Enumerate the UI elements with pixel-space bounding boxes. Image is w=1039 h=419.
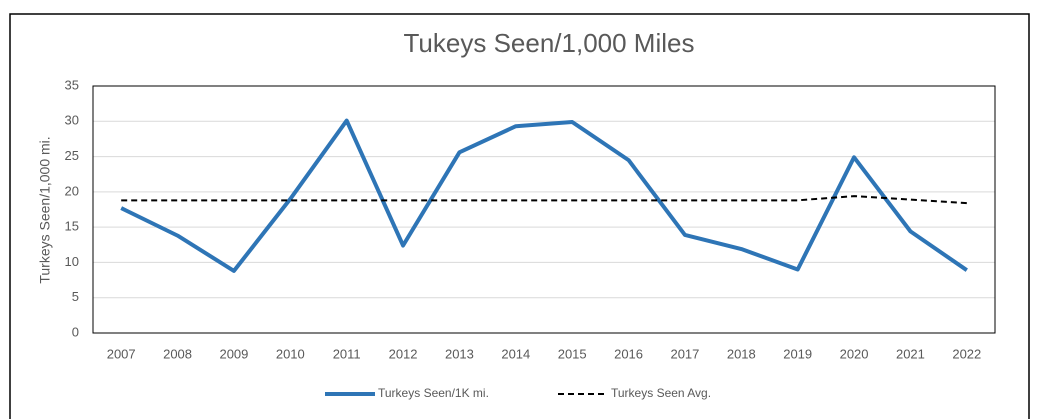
chart-frame <box>9 13 1030 419</box>
y-tick-label: 10 <box>65 254 79 269</box>
series-line <box>120 118 968 273</box>
x-tick-label: 2010 <box>276 346 305 361</box>
x-tick-label: 2020 <box>840 346 869 361</box>
x-tick-label: 2008 <box>163 346 192 361</box>
x-tick-label: 2015 <box>558 346 587 361</box>
legend-label: Turkeys Seen Avg. <box>611 386 711 400</box>
series-line <box>121 195 967 205</box>
plot-frame <box>92 85 996 334</box>
x-tick-label: 2018 <box>727 346 756 361</box>
x-tick-label: 2012 <box>389 346 418 361</box>
x-tick-label: 2016 <box>614 346 643 361</box>
x-tick-label: 2022 <box>952 346 981 361</box>
y-tick-label: 20 <box>65 183 79 198</box>
legend-label: Turkeys Seen/1K mi. <box>378 386 489 400</box>
y-tick-label: 25 <box>65 148 79 163</box>
x-tick-label: 2011 <box>333 346 361 361</box>
x-tick-label: 2009 <box>219 346 248 361</box>
x-tick-label: 2019 <box>783 346 812 361</box>
y-tick-label: 5 <box>72 289 79 304</box>
chart-title: Tukeys Seen/1,000 Miles <box>404 28 695 58</box>
y-tick-label: 0 <box>72 324 79 339</box>
y-axis-label: Turkeys Seen/1,000 mi. <box>37 136 53 283</box>
y-tick-label: 15 <box>65 219 79 234</box>
x-tick-label: 2017 <box>670 346 699 361</box>
y-tick-label: 30 <box>65 113 79 128</box>
x-tick-label: 2013 <box>445 346 474 361</box>
x-tick-label: 2021 <box>896 346 925 361</box>
y-tick-label: 35 <box>65 77 79 92</box>
x-tick-label: 2007 <box>107 346 136 361</box>
x-tick-label: 2014 <box>501 346 530 361</box>
